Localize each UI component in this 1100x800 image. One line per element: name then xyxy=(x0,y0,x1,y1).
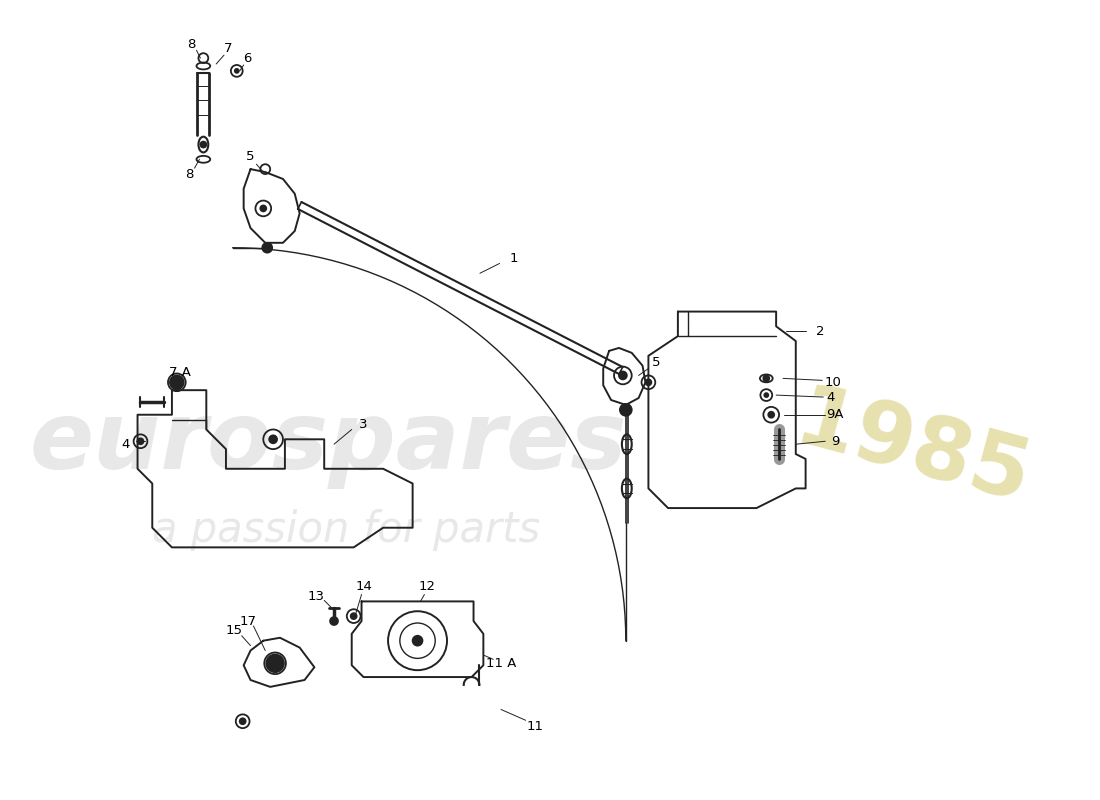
Circle shape xyxy=(620,404,631,416)
Circle shape xyxy=(412,636,422,646)
Circle shape xyxy=(764,393,768,397)
Text: 5: 5 xyxy=(246,150,255,163)
Text: 2: 2 xyxy=(816,325,825,338)
Circle shape xyxy=(270,435,277,443)
Text: eurospares: eurospares xyxy=(30,397,627,489)
Text: 7 A: 7 A xyxy=(168,366,190,379)
Text: 5: 5 xyxy=(652,356,660,369)
Text: 4: 4 xyxy=(826,390,835,403)
Circle shape xyxy=(266,654,284,672)
Circle shape xyxy=(200,142,207,147)
Text: 8: 8 xyxy=(186,167,194,181)
Text: 9: 9 xyxy=(830,434,839,448)
Text: 14: 14 xyxy=(355,580,372,593)
Circle shape xyxy=(351,613,356,619)
Text: 4: 4 xyxy=(122,438,130,450)
Circle shape xyxy=(138,438,143,444)
Text: a passion for parts: a passion for parts xyxy=(152,510,540,551)
Circle shape xyxy=(330,617,338,625)
Text: 3: 3 xyxy=(360,418,367,431)
Text: 12: 12 xyxy=(419,580,436,593)
Text: 11 A: 11 A xyxy=(486,657,516,670)
Circle shape xyxy=(262,243,272,253)
Circle shape xyxy=(261,206,266,211)
Circle shape xyxy=(763,375,769,382)
Text: 6: 6 xyxy=(243,52,252,65)
Text: 13: 13 xyxy=(308,590,324,603)
Text: 1: 1 xyxy=(510,252,518,265)
Circle shape xyxy=(619,371,627,379)
Text: 11: 11 xyxy=(527,720,543,733)
Text: 17: 17 xyxy=(239,614,256,627)
Text: 9A: 9A xyxy=(826,408,844,422)
Text: 8: 8 xyxy=(187,38,196,51)
Circle shape xyxy=(240,718,245,724)
Text: 10: 10 xyxy=(825,376,842,389)
Text: 15: 15 xyxy=(226,624,242,638)
Circle shape xyxy=(170,375,184,389)
Circle shape xyxy=(768,412,774,418)
Circle shape xyxy=(646,379,651,386)
Circle shape xyxy=(234,69,239,73)
Text: 1985: 1985 xyxy=(786,379,1040,521)
Text: 7: 7 xyxy=(223,42,232,54)
